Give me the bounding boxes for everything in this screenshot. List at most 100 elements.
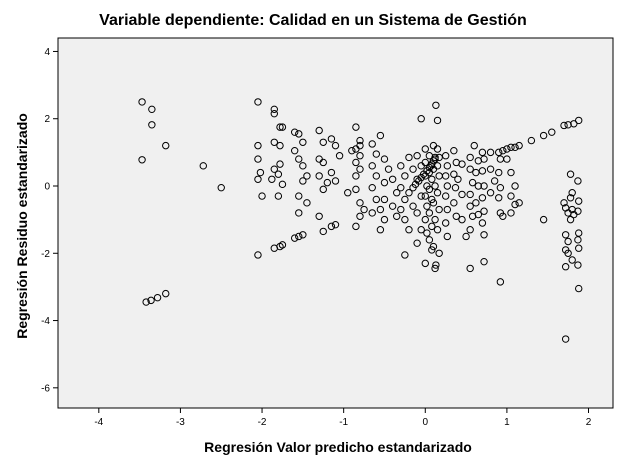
data-point <box>495 194 503 202</box>
data-point <box>315 172 323 180</box>
data-point <box>384 165 393 173</box>
data-point <box>466 165 474 173</box>
data-point <box>515 141 523 150</box>
data-point <box>507 192 515 200</box>
data-point <box>148 121 156 129</box>
data-point <box>162 141 170 150</box>
data-point <box>574 207 582 215</box>
data-point <box>303 199 311 207</box>
data-point <box>443 232 452 241</box>
data-point <box>486 165 495 173</box>
data-point <box>561 263 570 271</box>
data-point <box>429 157 438 165</box>
data-point <box>433 145 442 153</box>
data-point <box>254 175 262 183</box>
data-point <box>356 136 364 145</box>
data-point <box>299 231 307 239</box>
data-point <box>270 109 278 118</box>
data-point <box>405 189 413 197</box>
data-point <box>515 199 523 207</box>
data-point <box>511 182 519 190</box>
data-point <box>480 182 488 190</box>
x-tick-label: -1 <box>339 417 348 428</box>
data-point <box>433 226 442 234</box>
data-point <box>162 289 170 298</box>
y-tick-label: -6 <box>41 383 50 394</box>
data-point <box>331 177 340 185</box>
data-point <box>480 207 488 215</box>
data-point <box>431 215 439 224</box>
data-point <box>348 146 356 155</box>
x-tick-label: 2 <box>586 417 592 428</box>
data-point <box>511 143 519 152</box>
chart-title: Variable dependiente: Calidad en un Sist… <box>99 12 527 29</box>
data-point <box>458 160 466 168</box>
data-point <box>274 192 283 200</box>
data-point <box>428 222 436 231</box>
y-axis: -6 -4 -2 0 2 4 <box>41 47 58 394</box>
data-point <box>401 195 409 204</box>
data-points <box>138 98 583 343</box>
data-point <box>344 189 352 197</box>
data-point <box>454 175 462 183</box>
data-point <box>570 120 578 128</box>
data-point <box>270 105 278 114</box>
data-point <box>421 259 429 268</box>
data-point <box>496 183 505 192</box>
data-point <box>564 249 572 257</box>
data-point <box>421 192 429 200</box>
data-point <box>466 153 474 162</box>
data-point <box>441 192 450 200</box>
data-point <box>507 143 515 152</box>
data-point <box>147 296 155 305</box>
x-axis: -4 -3 -2 -1 0 1 2 <box>94 408 592 428</box>
data-point <box>429 242 438 251</box>
data-point <box>409 202 417 210</box>
data-point <box>380 155 389 163</box>
data-point <box>254 155 262 163</box>
data-point <box>380 195 389 204</box>
data-point <box>458 190 466 199</box>
data-point <box>425 236 434 244</box>
data-point <box>327 222 336 231</box>
data-point <box>217 183 225 192</box>
data-point <box>474 210 483 219</box>
data-point <box>564 237 572 246</box>
data-point <box>368 162 376 170</box>
data-point <box>397 205 405 214</box>
data-point <box>539 131 548 140</box>
data-point <box>372 150 381 158</box>
data-point <box>405 153 413 162</box>
data-point <box>574 177 582 185</box>
data-point <box>372 195 381 204</box>
data-point <box>575 244 583 252</box>
data-point <box>490 177 499 185</box>
data-point <box>466 226 474 234</box>
data-point <box>276 123 284 131</box>
data-point <box>295 192 303 200</box>
data-point <box>495 148 503 157</box>
data-point <box>368 140 376 148</box>
data-point <box>425 209 434 217</box>
data-point <box>527 136 536 145</box>
data-point <box>315 212 323 220</box>
data-point <box>568 189 576 197</box>
data-point <box>417 226 425 234</box>
data-point <box>575 197 583 205</box>
data-point <box>470 141 478 150</box>
data-point <box>433 189 442 197</box>
x-tick-label: 0 <box>422 417 428 428</box>
data-point <box>417 192 425 200</box>
data-point <box>499 212 507 220</box>
data-point <box>290 234 299 242</box>
data-point <box>368 183 376 192</box>
data-point <box>435 249 443 257</box>
data-point <box>405 226 413 234</box>
data-point <box>397 162 405 170</box>
data-point <box>435 205 443 214</box>
data-point <box>462 232 470 241</box>
data-point <box>566 170 575 178</box>
data-point <box>450 199 458 207</box>
data-point <box>352 185 360 194</box>
